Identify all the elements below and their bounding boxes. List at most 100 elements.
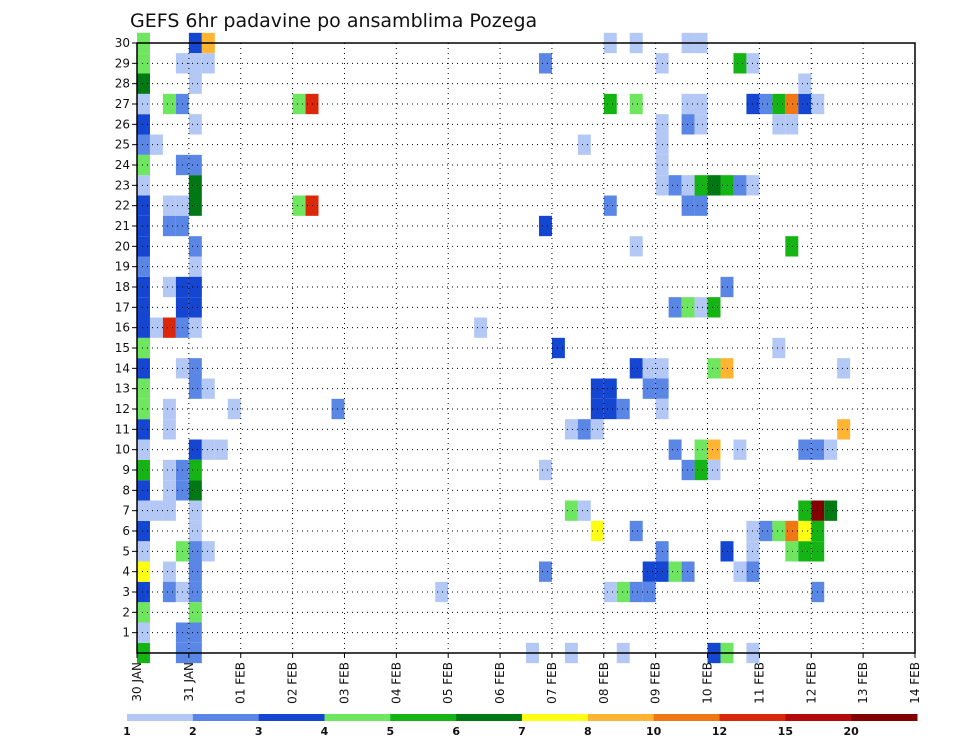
precip-cell bbox=[681, 561, 695, 582]
colorbar-label: 20 bbox=[844, 725, 860, 738]
precip-cell bbox=[137, 480, 150, 501]
y-tick-label: 26 bbox=[115, 117, 130, 131]
y-tick-label: 6 bbox=[122, 524, 130, 538]
precip-cell bbox=[201, 541, 215, 562]
precip-cell bbox=[474, 317, 488, 338]
precip-cell bbox=[188, 175, 202, 196]
precip-cell bbox=[668, 561, 682, 582]
colorbar-label: 10 bbox=[646, 725, 662, 738]
precip-cell bbox=[188, 541, 202, 562]
colorbar-label: 3 bbox=[255, 725, 263, 738]
precip-cell bbox=[837, 419, 851, 440]
precip-cell bbox=[824, 500, 838, 521]
colorbar-swatch bbox=[192, 714, 260, 721]
precip-cell bbox=[707, 358, 721, 379]
grid-layer bbox=[137, 42, 915, 653]
precip-cell bbox=[642, 581, 656, 603]
precip-cell bbox=[629, 520, 643, 542]
precip-cell bbox=[603, 195, 617, 216]
precip-cell bbox=[188, 581, 202, 603]
precip-cell bbox=[577, 134, 591, 155]
precip-cell bbox=[188, 256, 202, 277]
precip-cell bbox=[162, 500, 176, 521]
precip-cell bbox=[759, 520, 773, 542]
precip-cell bbox=[772, 520, 786, 542]
x-tick-label: 09 FEB bbox=[649, 662, 663, 704]
precip-cell bbox=[137, 93, 150, 115]
y-tick-label: 5 bbox=[122, 544, 130, 558]
precip-cell bbox=[642, 358, 656, 379]
y-tick-label: 12 bbox=[115, 402, 130, 416]
y-tick-label: 11 bbox=[115, 422, 130, 436]
x-tick-label: 02 FEB bbox=[286, 662, 300, 704]
precip-cell bbox=[137, 53, 150, 74]
chart-title: GEFS 6hr padavine po ansamblima Pozega bbox=[130, 10, 537, 32]
precip-cell bbox=[162, 561, 176, 582]
x-tick-label: 31 JAN bbox=[182, 662, 196, 702]
x-tick-label: 03 FEB bbox=[337, 662, 351, 704]
precip-cell bbox=[733, 175, 747, 196]
precip-cell bbox=[837, 358, 851, 379]
precip-cell bbox=[162, 215, 176, 237]
precip-cell bbox=[137, 602, 150, 623]
precip-cell bbox=[201, 439, 215, 460]
precip-cell bbox=[798, 93, 812, 115]
precip-cell bbox=[149, 134, 163, 155]
precip-cell bbox=[720, 541, 734, 562]
precip-cell bbox=[188, 297, 202, 318]
precip-cell bbox=[707, 175, 721, 196]
colorbar-label: 1 bbox=[123, 725, 131, 738]
precip-cell bbox=[681, 459, 695, 481]
precip-cell bbox=[162, 480, 176, 501]
x-axis: 30 JAN 31 JAN 01 FEB 02 FEB 03 FEB 04 FEB 05 F… bbox=[130, 653, 922, 704]
colorbar-swatch bbox=[390, 714, 457, 721]
precip-cell bbox=[720, 276, 734, 298]
colorbar-label: 8 bbox=[584, 725, 592, 738]
y-tick-label: 10 bbox=[115, 443, 130, 457]
precip-cell bbox=[162, 459, 176, 481]
precip-cell bbox=[137, 398, 150, 420]
precip-cell bbox=[137, 378, 150, 399]
precip-cell bbox=[137, 236, 150, 257]
x-tick-label: 05 FEB bbox=[441, 662, 455, 704]
y-tick-label: 19 bbox=[115, 260, 130, 274]
precip-cell bbox=[188, 480, 202, 501]
precip-cell bbox=[137, 419, 150, 440]
precip-cell bbox=[603, 378, 617, 399]
precip-cell bbox=[137, 154, 150, 176]
precip-cell bbox=[694, 114, 708, 135]
colorbar-swatch bbox=[127, 714, 194, 721]
colorbar-swatch bbox=[719, 714, 786, 721]
precip-cell bbox=[137, 175, 150, 196]
precip-cell bbox=[785, 114, 799, 135]
y-axis: 1234567891011121314151617181920212223242… bbox=[115, 36, 137, 640]
precip-cell bbox=[188, 622, 202, 643]
colorbar-swatch bbox=[587, 714, 655, 721]
precip-cell bbox=[188, 73, 202, 94]
y-tick-label: 14 bbox=[115, 361, 130, 375]
precip-cell bbox=[772, 337, 786, 359]
precip-cell bbox=[759, 93, 773, 115]
colorbar-swatch bbox=[851, 714, 918, 721]
precip-cell bbox=[538, 561, 552, 582]
precip-cell bbox=[681, 175, 695, 196]
precip-cell bbox=[188, 602, 202, 623]
precip-cell bbox=[137, 581, 150, 603]
precip-cell bbox=[694, 459, 708, 481]
precip-cell bbox=[435, 581, 449, 603]
cells-layer bbox=[137, 32, 851, 664]
colorbar-label: 7 bbox=[518, 725, 526, 738]
precip-cell bbox=[577, 419, 591, 440]
x-tick-label: 13 FEB bbox=[856, 662, 870, 704]
y-tick-label: 20 bbox=[115, 239, 130, 253]
precip-cell bbox=[629, 581, 643, 603]
y-tick-label: 17 bbox=[115, 300, 130, 314]
precip-cell bbox=[694, 175, 708, 196]
precip-cell bbox=[564, 419, 578, 440]
precip-cell bbox=[162, 398, 176, 420]
precip-cell bbox=[642, 378, 656, 399]
precip-cell bbox=[137, 195, 150, 216]
precip-cell bbox=[733, 439, 747, 460]
precip-cell bbox=[162, 93, 176, 115]
precip-cell bbox=[137, 114, 150, 135]
